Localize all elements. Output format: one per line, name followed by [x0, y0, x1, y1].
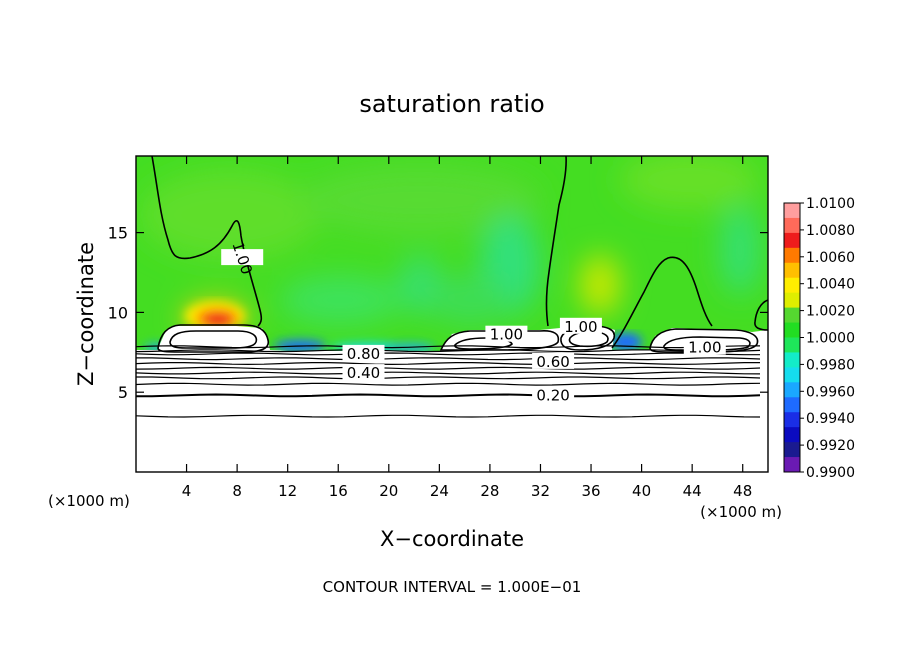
x-axis: 4 8 12 16 20 24 28 32 36 40 44 48 [182, 156, 752, 500]
y-tick-label: 10 [108, 303, 128, 322]
colorbar-label: 1.0040 [806, 277, 855, 293]
contour-label-halo [683, 338, 726, 355]
heatmap-field [136, 156, 768, 472]
colorbar-swatch [784, 262, 800, 279]
contour-lines [136, 156, 768, 418]
contour-label-halo [342, 344, 385, 361]
contour-1-00-middle [545, 156, 567, 327]
contour-1-00-edge [754, 299, 768, 331]
colorbar-swatch [784, 217, 800, 234]
x-tick-label: 28 [480, 482, 499, 500]
x-tick-label: 24 [430, 482, 449, 500]
contour-label-halo [221, 249, 264, 266]
contour-1-00-right [611, 256, 713, 349]
contour-labels: 1.001.00 1.001.000.80 0.600.400.20 [221, 239, 726, 404]
x-tick-label: 48 [733, 482, 752, 500]
contour-1-00-blob-b [439, 330, 560, 351]
contour-line [136, 366, 761, 370]
plot-frame [135, 155, 769, 473]
x-tick-label: 20 [379, 482, 398, 500]
colorbar-swatch [784, 442, 800, 458]
contour-inner-a [169, 330, 258, 349]
colorbar-swatch [784, 307, 800, 324]
colorbar-swatch [784, 203, 800, 219]
colorbar-swatch [784, 457, 800, 473]
x-tick-label: 4 [182, 482, 192, 500]
contour-line [136, 352, 760, 356]
y-axis: 5 10 15 [108, 224, 768, 402]
colorbar: 1.0100 1.0080 1.0060 1.0040 1.0020 1.0000 0.99… [783, 196, 855, 481]
contour-1-00-blob-a [157, 324, 270, 353]
y-tick-label: 5 [118, 383, 128, 402]
x-tick-label: 32 [531, 482, 550, 500]
colorbar-swatch [784, 247, 800, 264]
x-tick-label: 44 [683, 482, 702, 500]
y-tick-label: 15 [108, 224, 128, 243]
contour-line [136, 393, 761, 398]
field-variations [140, 156, 760, 334]
contour-1-00-left [151, 156, 263, 327]
contour-interval-note: CONTOUR INTERVAL = 1.000E−01 [323, 578, 582, 596]
x-tick-label: 16 [329, 482, 348, 500]
contour-label: 0.60 [536, 353, 569, 371]
contour-line [136, 345, 761, 349]
colorbar-swatch [784, 397, 800, 413]
colorbar-swatch [784, 412, 800, 428]
colorbar-label: 1.0020 [806, 304, 855, 320]
contour-label: 0.40 [347, 364, 380, 382]
contour-inner-b [454, 337, 513, 350]
y-axis-label: Z−coordinate [74, 242, 98, 386]
contour-label: 1.00 [564, 318, 597, 336]
x-tick-label: 40 [632, 482, 651, 500]
contour-label: 1.00 [688, 339, 721, 357]
contour-line [136, 362, 760, 366]
contour-label-halo [532, 352, 575, 369]
x-tick-label: 8 [232, 482, 242, 500]
colorbar-swatch [784, 337, 800, 353]
contour-inner-d [663, 336, 751, 351]
contour-label-halo [485, 325, 528, 342]
hot-spot [185, 302, 245, 330]
contour-line [136, 357, 761, 361]
x-axis-label: X−coordinate [380, 527, 524, 551]
colorbar-label: 0.9900 [806, 465, 855, 481]
colorbar-swatch [784, 382, 800, 398]
colorbar-swatch [784, 292, 800, 309]
colorbar-swatch [784, 322, 800, 338]
x-tick-label: 12 [278, 482, 297, 500]
x-tick-label: 36 [581, 482, 600, 500]
horizontal-contours [136, 345, 761, 418]
contour-label: 0.20 [536, 386, 569, 404]
contour-label: 1.00 [490, 326, 523, 344]
contour-1-00-blob-d [649, 328, 759, 353]
colorbar-label: 0.9960 [806, 384, 855, 400]
colorbar-swatch [784, 427, 800, 443]
contour-line [136, 349, 761, 353]
colorbar-swatch [784, 367, 800, 383]
colorbar-swatch [784, 277, 800, 294]
colorbar-label: 0.9920 [806, 438, 855, 454]
contour-line [136, 376, 761, 380]
x-unit-left: (×1000 m) [48, 492, 130, 510]
colorbar-swatch [784, 232, 800, 249]
x-unit-right: (×1000 m) [700, 503, 782, 521]
colorbar-label: 1.0080 [806, 223, 855, 239]
contour-line [136, 371, 761, 375]
colorbar-label: 1.0000 [806, 331, 855, 347]
chart-title: saturation ratio [359, 90, 544, 118]
contour-label-halo [559, 317, 602, 334]
colorbar-label: 0.9940 [806, 411, 855, 427]
contour-line [136, 414, 761, 418]
contour-label: 0.80 [347, 345, 380, 363]
colorbar-label: 1.0060 [806, 250, 855, 266]
contour-line [136, 382, 761, 386]
colorbar-label: 1.0100 [806, 196, 855, 212]
colorbar-label: 0.9980 [806, 357, 855, 373]
contour-label-halo [342, 364, 385, 381]
contour-label-halo [532, 386, 575, 403]
colorbar-swatch [784, 352, 800, 368]
